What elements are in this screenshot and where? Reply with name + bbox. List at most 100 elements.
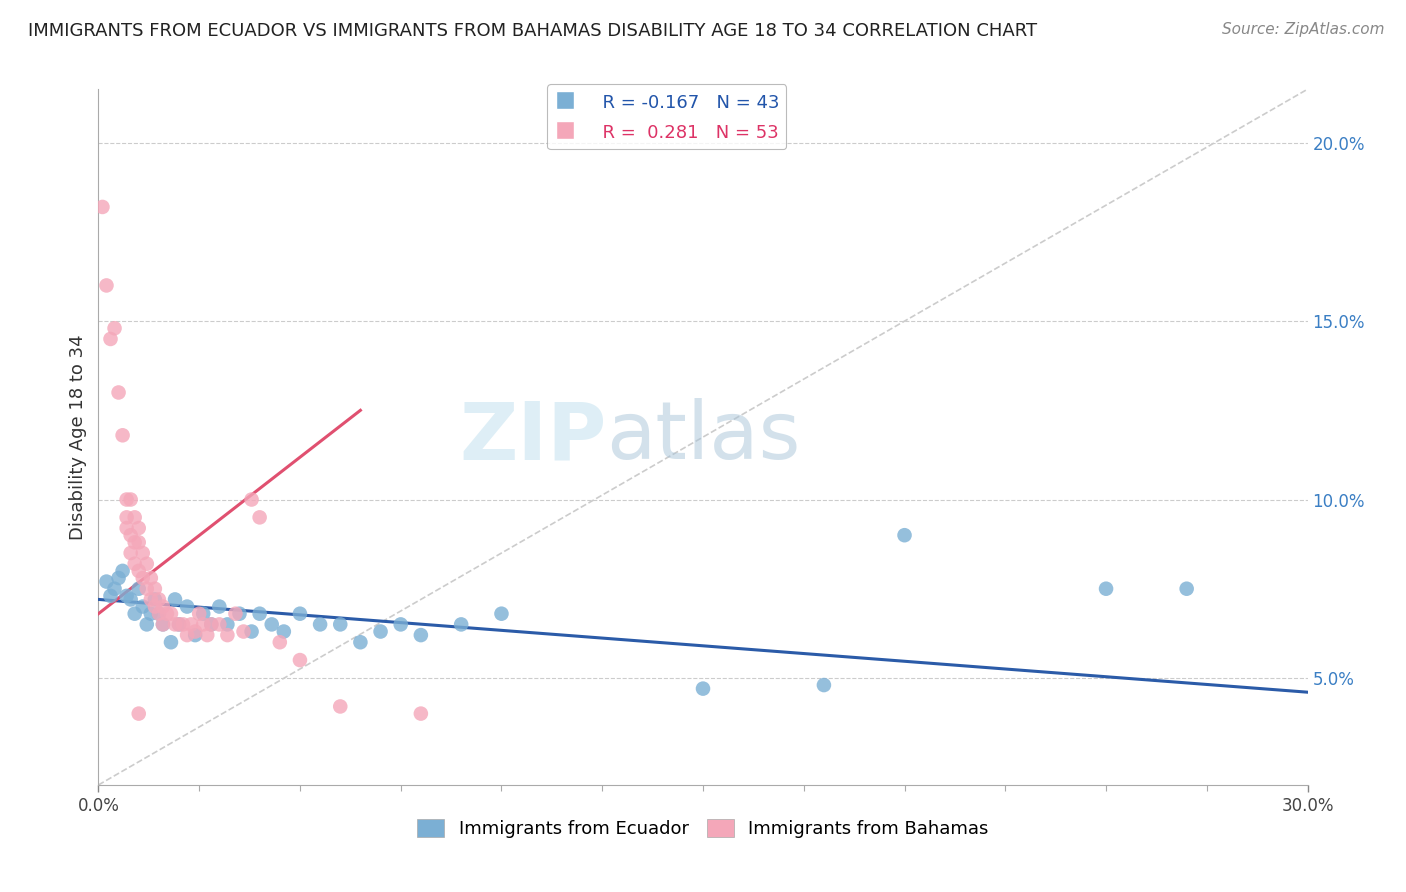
Point xyxy=(176,628,198,642)
Point xyxy=(132,599,155,614)
Point xyxy=(172,617,194,632)
Text: atlas: atlas xyxy=(606,398,800,476)
Point xyxy=(288,653,311,667)
Point xyxy=(152,599,174,614)
Point xyxy=(143,592,166,607)
Point xyxy=(128,564,150,578)
Point xyxy=(167,617,190,632)
Y-axis label: Disability Age 18 to 34: Disability Age 18 to 34 xyxy=(69,334,87,540)
Point xyxy=(135,582,157,596)
Point xyxy=(120,546,142,560)
Point xyxy=(148,592,170,607)
Point xyxy=(240,624,263,639)
Point xyxy=(152,617,174,632)
Point xyxy=(107,571,129,585)
Point xyxy=(193,607,215,621)
Point xyxy=(135,617,157,632)
Text: Source: ZipAtlas.com: Source: ZipAtlas.com xyxy=(1222,22,1385,37)
Point xyxy=(139,592,162,607)
Point xyxy=(692,681,714,696)
Point xyxy=(1175,582,1198,596)
Point xyxy=(111,428,134,442)
Point xyxy=(135,557,157,571)
Point xyxy=(184,624,207,639)
Point xyxy=(120,528,142,542)
Point xyxy=(160,607,183,621)
Point xyxy=(224,607,246,621)
Point xyxy=(893,528,915,542)
Point xyxy=(217,617,239,632)
Text: ZIP: ZIP xyxy=(458,398,606,476)
Point xyxy=(389,617,412,632)
Point xyxy=(124,607,146,621)
Point xyxy=(132,546,155,560)
Point xyxy=(160,635,183,649)
Point xyxy=(195,628,218,642)
Point xyxy=(148,607,170,621)
Text: IMMIGRANTS FROM ECUADOR VS IMMIGRANTS FROM BAHAMAS DISABILITY AGE 18 TO 34 CORRE: IMMIGRANTS FROM ECUADOR VS IMMIGRANTS FR… xyxy=(28,22,1038,40)
Point xyxy=(96,278,118,293)
Point xyxy=(409,628,432,642)
Point xyxy=(128,582,150,596)
Point xyxy=(132,571,155,585)
Point xyxy=(813,678,835,692)
Point xyxy=(143,582,166,596)
Point xyxy=(184,628,207,642)
Point xyxy=(128,521,150,535)
Point xyxy=(228,607,250,621)
Point xyxy=(107,385,129,400)
Point xyxy=(103,321,125,335)
Point xyxy=(124,535,146,549)
Point xyxy=(200,617,222,632)
Point xyxy=(139,607,162,621)
Point xyxy=(200,617,222,632)
Point xyxy=(193,617,215,632)
Point xyxy=(115,492,138,507)
Point xyxy=(349,635,371,649)
Point xyxy=(128,706,150,721)
Point xyxy=(329,617,352,632)
Point xyxy=(450,617,472,632)
Point xyxy=(148,607,170,621)
Point xyxy=(115,589,138,603)
Point xyxy=(115,510,138,524)
Point xyxy=(329,699,352,714)
Point xyxy=(269,635,291,649)
Point xyxy=(208,599,231,614)
Point xyxy=(491,607,513,621)
Point xyxy=(163,617,186,632)
Point xyxy=(91,200,114,214)
Point xyxy=(260,617,283,632)
Point xyxy=(409,706,432,721)
Point xyxy=(180,617,202,632)
Legend: Immigrants from Ecuador, Immigrants from Bahamas: Immigrants from Ecuador, Immigrants from… xyxy=(411,812,995,846)
Point xyxy=(120,492,142,507)
Point xyxy=(249,510,271,524)
Point xyxy=(96,574,118,589)
Point xyxy=(249,607,271,621)
Point xyxy=(124,557,146,571)
Point xyxy=(217,628,239,642)
Point xyxy=(163,592,186,607)
Point xyxy=(124,510,146,524)
Point xyxy=(188,607,211,621)
Point xyxy=(143,599,166,614)
Point xyxy=(115,521,138,535)
Point xyxy=(139,571,162,585)
Point xyxy=(100,589,122,603)
Point xyxy=(232,624,254,639)
Point xyxy=(370,624,392,639)
Point xyxy=(273,624,295,639)
Point xyxy=(1095,582,1118,596)
Point xyxy=(176,599,198,614)
Point xyxy=(120,592,142,607)
Point xyxy=(309,617,332,632)
Point xyxy=(100,332,122,346)
Point xyxy=(111,564,134,578)
Point xyxy=(288,607,311,621)
Point xyxy=(208,617,231,632)
Point xyxy=(167,617,190,632)
Point xyxy=(240,492,263,507)
Point xyxy=(128,535,150,549)
Point xyxy=(156,607,179,621)
